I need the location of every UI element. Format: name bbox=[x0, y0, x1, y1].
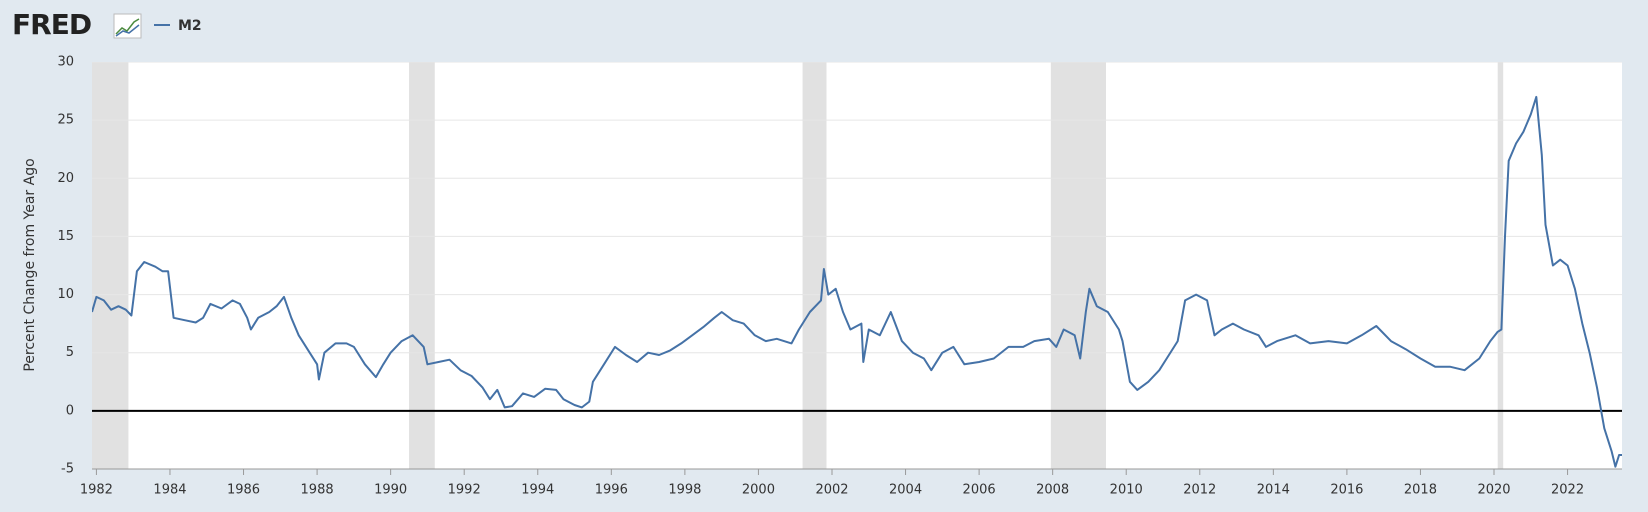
series-line bbox=[92, 95, 1622, 468]
x-tick-label: 2004 bbox=[889, 483, 922, 498]
x-tick-label: 2002 bbox=[815, 483, 848, 498]
x-tick-label: 2010 bbox=[1110, 483, 1143, 498]
y-tick-label: 15 bbox=[57, 229, 74, 244]
y-tick-label: 30 bbox=[57, 55, 74, 70]
x-tick-label: 1990 bbox=[374, 483, 407, 498]
plot-area bbox=[92, 62, 1622, 469]
x-tick-label: 1982 bbox=[80, 483, 113, 498]
y-tick-label: 0 bbox=[66, 403, 74, 418]
x-tick-label: 1998 bbox=[668, 483, 701, 498]
x-tick-label: 2012 bbox=[1183, 483, 1216, 498]
x-tick-label: 2020 bbox=[1477, 483, 1510, 498]
logo-icon bbox=[113, 13, 142, 39]
logo: FRED bbox=[12, 8, 91, 41]
x-tick-label: 1996 bbox=[595, 483, 628, 498]
x-tick-label: 1986 bbox=[227, 483, 260, 498]
y-tick-label: 20 bbox=[57, 171, 74, 186]
x-tick-label: 1992 bbox=[448, 483, 481, 498]
recession-band bbox=[1050, 62, 1106, 469]
x-tick-label: 2016 bbox=[1330, 483, 1363, 498]
x-tick-label: 1984 bbox=[153, 483, 186, 498]
recession-band bbox=[802, 62, 827, 469]
y-tick-label: 5 bbox=[66, 345, 74, 360]
legend-label: M2 bbox=[178, 18, 202, 34]
x-tick-label: 2018 bbox=[1404, 483, 1437, 498]
y-tick-label: 10 bbox=[57, 287, 74, 302]
plot bbox=[92, 62, 1622, 469]
x-tick-label: 2006 bbox=[963, 483, 996, 498]
x-tick-label: 1988 bbox=[301, 483, 334, 498]
x-tick-label: 2008 bbox=[1036, 483, 1069, 498]
x-tick-label: 2000 bbox=[742, 483, 775, 498]
y-tick-label: 25 bbox=[57, 113, 74, 128]
y-axis-label: Percent Change from Year Ago bbox=[22, 158, 38, 371]
x-tick-label: 2014 bbox=[1257, 483, 1290, 498]
x-tick-label: 2022 bbox=[1551, 483, 1584, 498]
recession-band bbox=[1497, 62, 1504, 469]
recession-band bbox=[92, 62, 129, 469]
y-tick-label: -5 bbox=[61, 462, 74, 477]
x-tick-label: 1994 bbox=[521, 483, 554, 498]
recession-band bbox=[409, 62, 435, 469]
